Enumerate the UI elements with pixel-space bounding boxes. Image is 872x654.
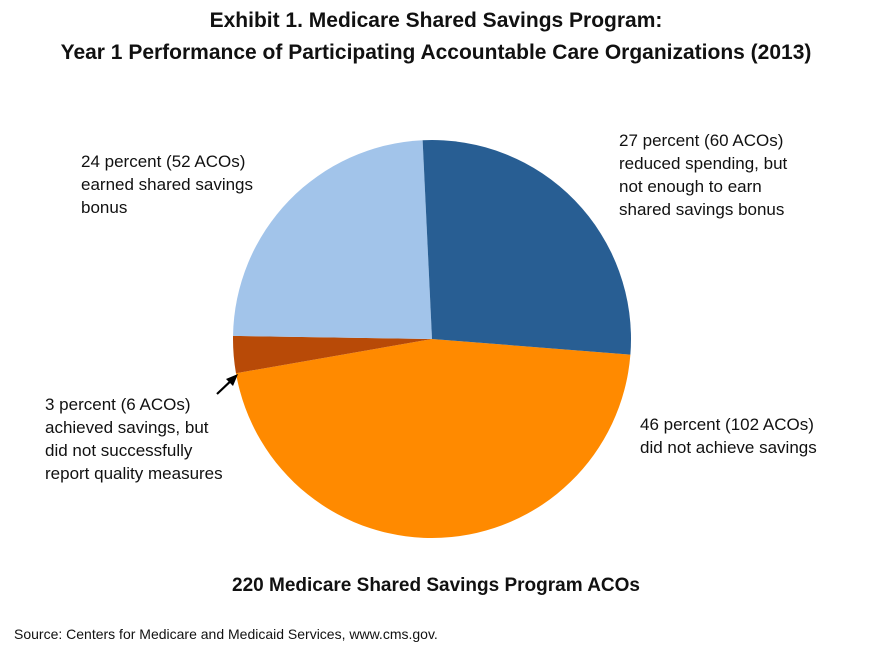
chart-title-line-2: Year 1 Performance of Participating Acco… — [60, 41, 812, 64]
pie-slice-earned-bonus — [233, 140, 432, 339]
pie-slice-no-quality-report — [233, 335, 432, 374]
source-note: Source: Centers for Medicare and Medicai… — [14, 626, 438, 642]
slice-label-reduced-spending: 27 percent (60 ACOs) reduced spending, b… — [619, 131, 788, 219]
slice-label-no-quality-report: 3 percent (6 ACOs) achieved savings, but… — [45, 395, 223, 483]
pie-slice-did-not-achieve-savings — [235, 339, 631, 539]
slice-label-did-not-achieve-savings: 46 percent (102 ACOs) did not achieve sa… — [640, 415, 817, 457]
pointer-arrowhead — [226, 374, 238, 386]
chart-title-line-1: Exhibit 1. Medicare Shared Savings Progr… — [209, 9, 663, 32]
pie-slice-reduced-spending — [422, 140, 631, 355]
chart-subtitle: 220 Medicare Shared Savings Program ACOs — [232, 575, 640, 596]
slice-label-earned-bonus: 24 percent (52 ACOs) earned shared savin… — [81, 152, 254, 217]
